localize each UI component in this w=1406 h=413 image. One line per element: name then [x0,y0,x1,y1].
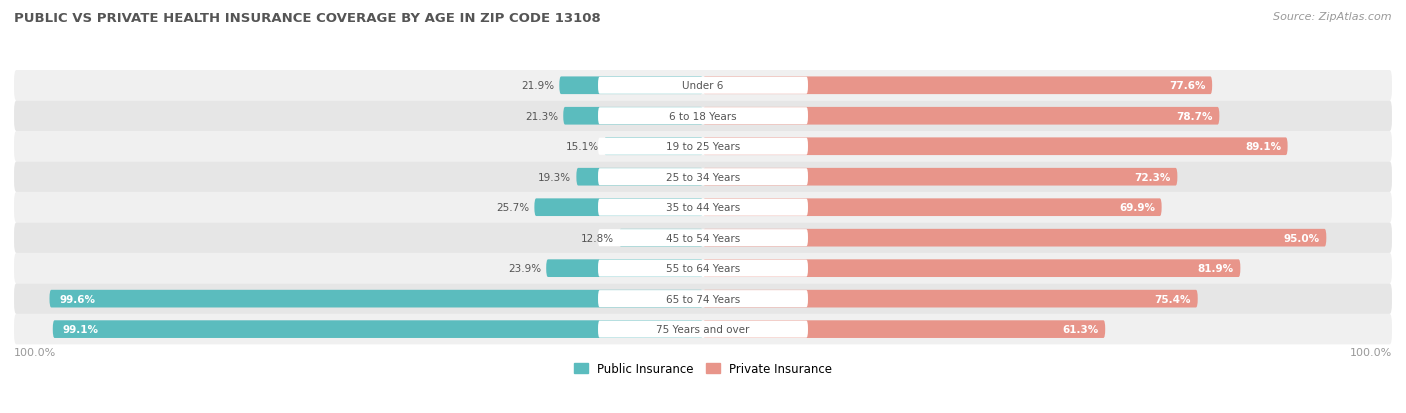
FancyBboxPatch shape [598,108,808,125]
Text: 19.3%: 19.3% [538,172,571,182]
FancyBboxPatch shape [49,290,703,308]
Text: 77.6%: 77.6% [1170,81,1205,91]
FancyBboxPatch shape [14,162,1392,192]
FancyBboxPatch shape [703,169,1177,186]
FancyBboxPatch shape [605,138,703,156]
Text: 100.0%: 100.0% [14,347,56,357]
FancyBboxPatch shape [14,223,1392,253]
FancyBboxPatch shape [14,192,1392,223]
Text: 35 to 44 Years: 35 to 44 Years [666,203,740,213]
Text: 65 to 74 Years: 65 to 74 Years [666,294,740,304]
Legend: Public Insurance, Private Insurance: Public Insurance, Private Insurance [569,357,837,380]
Text: 69.9%: 69.9% [1119,203,1156,213]
Text: 75.4%: 75.4% [1154,294,1191,304]
FancyBboxPatch shape [703,229,1326,247]
Text: 25.7%: 25.7% [496,203,529,213]
FancyBboxPatch shape [598,230,808,247]
Text: 45 to 54 Years: 45 to 54 Years [666,233,740,243]
FancyBboxPatch shape [598,321,808,338]
Text: 99.1%: 99.1% [63,324,98,334]
FancyBboxPatch shape [598,138,808,155]
FancyBboxPatch shape [560,77,703,95]
FancyBboxPatch shape [14,253,1392,284]
Text: 72.3%: 72.3% [1135,172,1171,182]
Text: 78.7%: 78.7% [1177,112,1213,121]
FancyBboxPatch shape [703,290,1198,308]
FancyBboxPatch shape [703,108,1219,125]
Text: 99.6%: 99.6% [59,294,96,304]
Text: 75 Years and over: 75 Years and over [657,324,749,334]
FancyBboxPatch shape [564,108,703,125]
FancyBboxPatch shape [14,284,1392,314]
Text: 21.3%: 21.3% [524,112,558,121]
Text: Under 6: Under 6 [682,81,724,91]
Text: 15.1%: 15.1% [565,142,599,152]
Text: 12.8%: 12.8% [581,233,614,243]
Text: 81.9%: 81.9% [1198,263,1234,273]
FancyBboxPatch shape [703,138,1288,156]
Text: 89.1%: 89.1% [1244,142,1281,152]
FancyBboxPatch shape [598,169,808,186]
FancyBboxPatch shape [598,290,808,307]
FancyBboxPatch shape [14,132,1392,162]
FancyBboxPatch shape [598,78,808,95]
FancyBboxPatch shape [703,320,1105,338]
Text: 61.3%: 61.3% [1063,324,1098,334]
Text: Source: ZipAtlas.com: Source: ZipAtlas.com [1274,12,1392,22]
Text: 21.9%: 21.9% [522,81,554,91]
FancyBboxPatch shape [546,260,703,278]
FancyBboxPatch shape [14,71,1392,101]
FancyBboxPatch shape [598,260,808,277]
FancyBboxPatch shape [619,229,703,247]
Text: 100.0%: 100.0% [1350,347,1392,357]
FancyBboxPatch shape [534,199,703,216]
Text: 19 to 25 Years: 19 to 25 Years [666,142,740,152]
FancyBboxPatch shape [598,199,808,216]
Text: 25 to 34 Years: 25 to 34 Years [666,172,740,182]
FancyBboxPatch shape [14,101,1392,132]
Text: 55 to 64 Years: 55 to 64 Years [666,263,740,273]
FancyBboxPatch shape [703,260,1240,278]
Text: 23.9%: 23.9% [508,263,541,273]
FancyBboxPatch shape [576,169,703,186]
Text: 95.0%: 95.0% [1284,233,1320,243]
Text: PUBLIC VS PRIVATE HEALTH INSURANCE COVERAGE BY AGE IN ZIP CODE 13108: PUBLIC VS PRIVATE HEALTH INSURANCE COVER… [14,12,600,25]
Text: 6 to 18 Years: 6 to 18 Years [669,112,737,121]
FancyBboxPatch shape [14,314,1392,344]
FancyBboxPatch shape [53,320,703,338]
FancyBboxPatch shape [703,77,1212,95]
FancyBboxPatch shape [703,199,1161,216]
